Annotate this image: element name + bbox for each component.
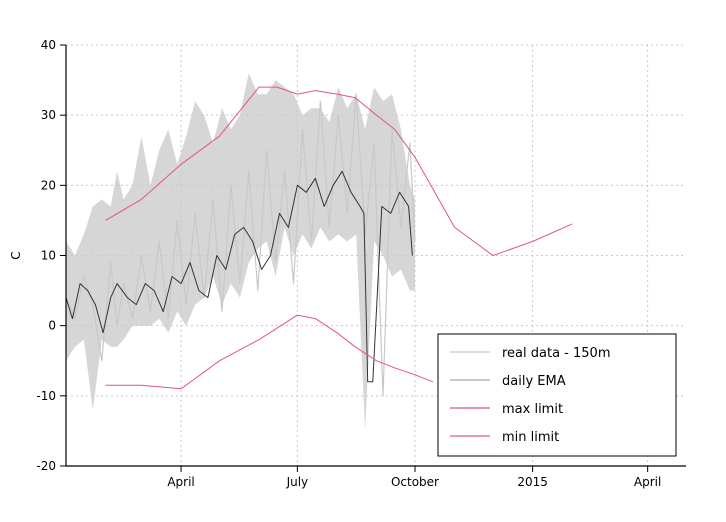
series-lines	[65, 86, 573, 397]
y-tick-label: 10	[41, 249, 56, 263]
legend-label-daily-ema: daily EMA	[502, 374, 566, 389]
y-tick-label: 30	[41, 108, 56, 122]
y-tick-label: 0	[48, 319, 56, 333]
x-tick-label: April	[167, 475, 194, 489]
series-line-real-data-150m	[65, 93, 416, 397]
legend-label-min-limit: min limit	[502, 430, 559, 445]
x-tick-label: 2015	[517, 475, 548, 489]
y-tick-label: 20	[41, 178, 56, 192]
series-line-min-limit	[105, 314, 434, 390]
y-tick-label: -20	[36, 459, 56, 473]
raw-data-band	[66, 73, 415, 431]
x-tick-label: July	[286, 475, 309, 489]
legend-label-max-limit: max limit	[502, 402, 563, 417]
y-tick-label: -10	[36, 389, 56, 403]
series-line-daily-ema	[65, 170, 413, 383]
x-tick-label: October	[391, 475, 439, 489]
series-line-max-limit	[105, 86, 573, 256]
x-tick-label: April	[634, 475, 661, 489]
legend: real data - 150m daily EMA max limit min…	[437, 333, 677, 457]
y-axis-label: C	[9, 251, 23, 259]
legend-label-real-data: real data - 150m	[502, 346, 610, 361]
raw-data-envelope	[66, 73, 415, 431]
axes: -20 -10 0 10 20 30 40 April July October 2015 April	[36, 38, 686, 489]
y-tick-label: 40	[41, 38, 56, 52]
